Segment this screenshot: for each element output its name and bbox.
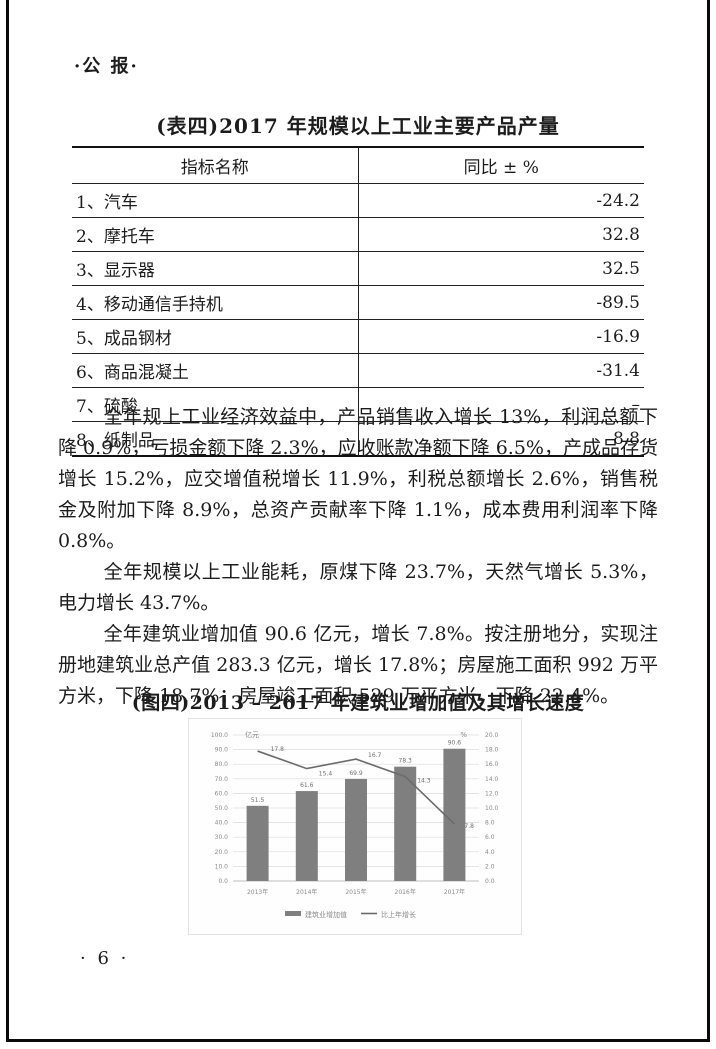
column-header-indicator: 指标名称 bbox=[72, 147, 359, 184]
right-axis-tick: 2.0 bbox=[485, 863, 495, 870]
left-axis-tick: 60.0 bbox=[215, 790, 229, 797]
left-axis-tick: 30.0 bbox=[215, 834, 229, 841]
table-row: 6、商品混凝土 -31.4 bbox=[72, 353, 644, 388]
left-axis-tick: 40.0 bbox=[215, 820, 229, 827]
bar-label: 61.6 bbox=[300, 782, 314, 789]
right-axis-tick: 8.0 bbox=[485, 820, 495, 827]
paragraph-industry-efficiency: 全年规上工业经济效益中，产品销售收入增长 13%，利润总额下降 0.9%，亏损金… bbox=[58, 406, 658, 552]
line-label: 16.7 bbox=[368, 752, 382, 759]
page-number: · 6 · bbox=[80, 948, 130, 969]
x-axis-label: 2015年 bbox=[345, 888, 366, 896]
right-axis-tick: 18.0 bbox=[485, 747, 499, 754]
table-row: 2、摩托车 32.8 bbox=[72, 217, 644, 252]
indicator-name-cell: 6、商品混凝土 bbox=[72, 353, 359, 388]
right-axis-tick: 16.0 bbox=[485, 761, 499, 768]
table-row: 1、汽车 -24.2 bbox=[72, 183, 644, 218]
line-label: 15.4 bbox=[319, 771, 333, 778]
legend-line-label: 比上年增长 bbox=[381, 910, 416, 919]
left-axis-tick: 50.0 bbox=[215, 805, 229, 812]
indicator-value-cell: 32.5 bbox=[358, 251, 644, 286]
products-table-head: 指标名称 同比 ± % bbox=[72, 147, 644, 184]
bar-label: 69.9 bbox=[349, 770, 363, 777]
table-row: 5、成品钢材 -16.9 bbox=[72, 319, 644, 354]
legend-bar-label: 建筑业增加值 bbox=[305, 910, 347, 919]
left-axis-tick: 90.0 bbox=[215, 747, 229, 754]
table-row: 3、显示器 32.5 bbox=[72, 251, 644, 286]
indicator-value-cell: -89.5 bbox=[358, 285, 644, 320]
right-axis-title: % bbox=[460, 731, 467, 739]
masthead: ·公 报· bbox=[74, 56, 139, 77]
x-axis-label: 2017年 bbox=[444, 888, 465, 896]
line-label: 17.8 bbox=[271, 746, 285, 753]
left-axis-tick: 10.0 bbox=[215, 863, 229, 870]
indicator-name-cell: 5、成品钢材 bbox=[72, 319, 359, 354]
table-row: 7、硫酸 – bbox=[72, 387, 644, 422]
bar-label: 78.3 bbox=[399, 758, 413, 765]
products-table-body: 1、汽车 -24.2 2、摩托车 32.8 3、显示器 32.5 4、移动通信手… bbox=[72, 183, 644, 456]
bar-label: 51.5 bbox=[251, 797, 265, 804]
paragraph-construction: 全年建筑业增加值 90.6 亿元，增长 7.8%。按注册地分，实现注册地建筑业总… bbox=[58, 623, 658, 707]
products-table: 指标名称 同比 ± % 1、汽车 -24.2 2、摩托车 32.8 3、显示器 … bbox=[72, 146, 644, 457]
indicator-value-cell: 32.8 bbox=[358, 217, 644, 252]
table-row: 8、纸制品 8.8 bbox=[72, 421, 644, 456]
right-axis-tick: 4.0 bbox=[485, 849, 495, 856]
bar-label: 90.6 bbox=[448, 740, 462, 747]
bar-2015年 bbox=[345, 778, 367, 881]
line-label: 7.8 bbox=[464, 823, 474, 830]
indicator-value-cell: 8.8 bbox=[612, 428, 640, 449]
right-axis-tick: 6.0 bbox=[485, 834, 495, 841]
indicator-value-cell: -16.9 bbox=[358, 319, 644, 354]
left-axis-title: 亿元 bbox=[245, 730, 259, 739]
left-axis-tick: 80.0 bbox=[215, 761, 229, 768]
bar-2017年 bbox=[443, 748, 466, 881]
left-axis-tick: 100.0 bbox=[211, 732, 228, 739]
indicator-value-cell: -31.4 bbox=[358, 353, 644, 388]
indicator-name-cell: 3、显示器 bbox=[72, 251, 359, 286]
x-axis-label: 2016年 bbox=[395, 888, 416, 896]
table-row: 4、移动通信手持机 -89.5 bbox=[72, 285, 644, 320]
figure-caption: (图四)2013 – 2017 年建筑业增加值及其增长速度 bbox=[131, 692, 585, 714]
right-axis-tick: 14.0 bbox=[485, 776, 499, 783]
table-title: (表四)2017 年规模以上工业主要产品产量 bbox=[156, 114, 560, 138]
x-axis-label: 2014年 bbox=[296, 888, 317, 896]
x-axis-label: 2013年 bbox=[247, 888, 268, 896]
right-axis-tick: 12.0 bbox=[485, 790, 499, 797]
growth-line bbox=[257, 750, 455, 825]
right-axis-tick: 20.0 bbox=[485, 732, 499, 739]
left-axis-tick: 20.0 bbox=[215, 849, 229, 856]
chart-container: 0.0 10.0 20.0 30.0 40.0 50.0 60.0 70.0 80.0 90.0 1… bbox=[188, 718, 522, 935]
bar-2016年 bbox=[394, 766, 417, 881]
bar-line-chart: 0.0 10.0 20.0 30.0 40.0 50.0 60.0 70.0 80.0 90.0 1… bbox=[211, 730, 499, 919]
right-axis-tick: 0.0 bbox=[485, 878, 495, 885]
bar-2013年 bbox=[246, 805, 269, 881]
indicator-name-cell: 4、移动通信手持机 bbox=[72, 285, 359, 320]
right-axis-tick: 10.0 bbox=[485, 805, 499, 812]
legend-bar-swatch bbox=[285, 911, 301, 916]
indicator-name-cell: 1、汽车 bbox=[72, 183, 359, 218]
column-header-yoy: 同比 ± % bbox=[358, 147, 644, 184]
body-text: 全年规上工业经济效益中，产品销售收入增长 13%，利润总额下降 0.9%，亏损金… bbox=[58, 402, 658, 712]
indicator-name-cell: 7、硫酸 bbox=[72, 387, 359, 422]
indicator-value-cell: – bbox=[358, 387, 644, 422]
indicator-value-cell: -24.2 bbox=[358, 183, 644, 218]
bar-2014年 bbox=[295, 791, 318, 881]
indicator-name-cell: 8、纸制品 bbox=[72, 421, 359, 456]
left-axis-tick: 70.0 bbox=[215, 776, 229, 783]
line-label: 14.3 bbox=[417, 778, 431, 785]
header-row: 指标名称 同比 ± % bbox=[72, 147, 644, 184]
indicator-name-cell: 2、摩托车 bbox=[72, 217, 359, 252]
paragraph-energy-consumption: 全年规模以上工业能耗，原煤下降 23.7%，天然气增长 5.3%，电力增长 43… bbox=[58, 561, 658, 614]
left-axis-tick: 0.0 bbox=[218, 878, 228, 885]
